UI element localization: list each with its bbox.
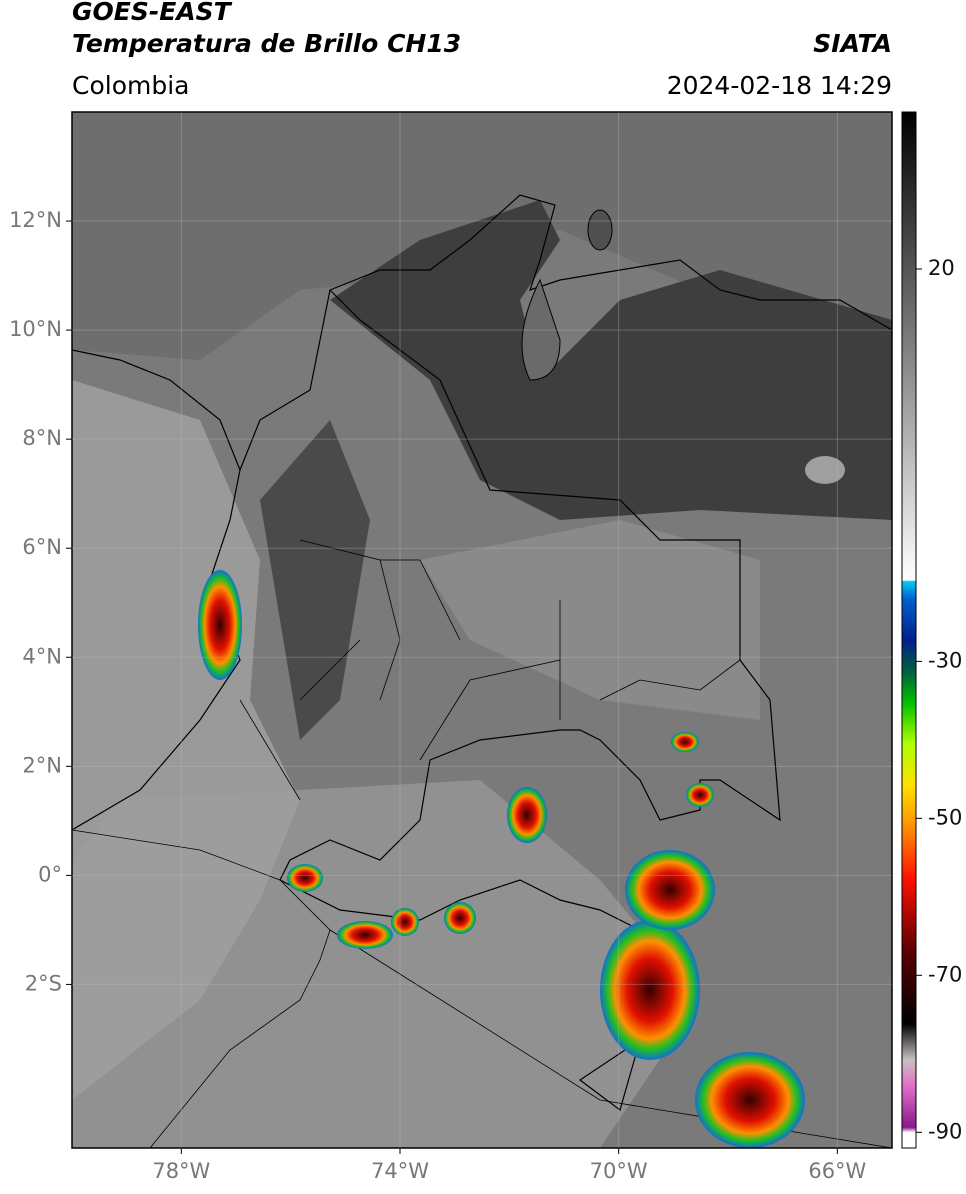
x-tick-label: 78°W (152, 1159, 210, 1183)
y-tick-label: 10°N (9, 317, 62, 341)
colorbar-tick-label: -70 (928, 962, 962, 986)
datetime: 2024-02-18 14:29 (667, 71, 892, 100)
x-tick-label: 70°W (590, 1159, 648, 1183)
x-tick-label: 66°W (808, 1159, 866, 1183)
region: Colombia (72, 71, 189, 100)
colorbar-tick-label: -50 (928, 805, 962, 829)
y-tick-label: 12°N (9, 208, 62, 232)
colorbar-tick-label: 20 (928, 256, 955, 280)
y-tick-label: 8°N (22, 426, 62, 450)
map-frame (71, 111, 893, 1149)
y-tick-label: 6°N (22, 535, 62, 559)
title: GOES-EAST (72, 0, 233, 26)
y-tick-label: 2°N (22, 753, 62, 777)
colorbar-tick-label: -90 (928, 1119, 962, 1143)
map-image (72, 112, 892, 1148)
y-tick-label: 4°N (22, 644, 62, 668)
y-tick-label: 2°S (25, 971, 62, 995)
colorbar (901, 111, 917, 1149)
x-tick-label: 74°W (371, 1159, 429, 1183)
source: SIATA (813, 29, 892, 58)
subtitle: Temperatura de Brillo CH13 (72, 29, 461, 58)
y-tick-label: 0° (38, 862, 62, 886)
colorbar-tick-label: -30 (928, 648, 962, 672)
